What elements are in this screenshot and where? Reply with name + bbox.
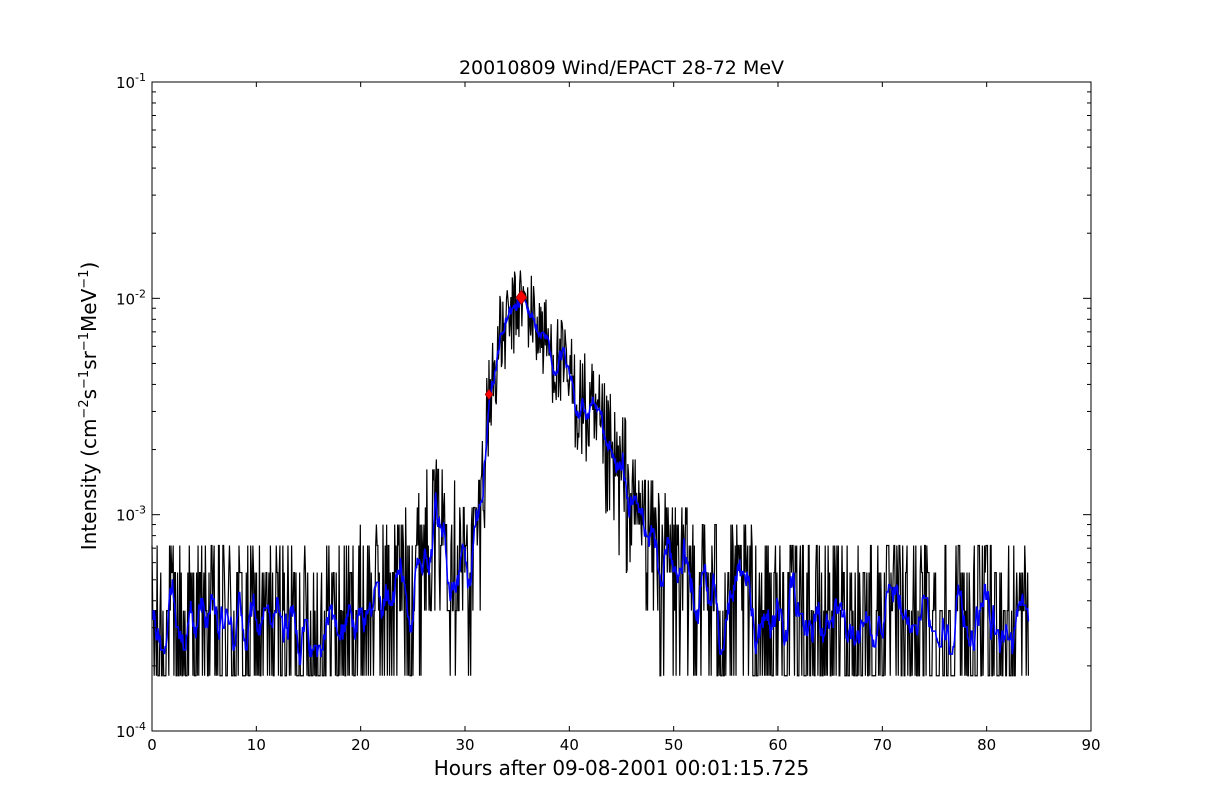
y-tick-label: 10-4 — [116, 720, 146, 741]
plot-data-layer — [151, 270, 1030, 677]
y-axis-label-unit: sr — [77, 350, 101, 369]
y-axis-label-exp: −1 — [77, 270, 92, 289]
axis-ticks: 0 10 20 30 40 50 60 70 80 90 10-4 10-3 10-2 10-1 — [116, 71, 1101, 754]
x-tick-label: 0 — [147, 736, 157, 754]
plot-frame — [151, 81, 1092, 732]
peak-marker — [515, 289, 528, 306]
y-axis-label-base: Intensity (cm — [77, 419, 101, 551]
x-tick-label: 10 — [247, 736, 266, 754]
x-tick-label: 30 — [455, 736, 474, 754]
chart-title: 20010809 Wind/EPACT 28-72 MeV — [459, 57, 784, 79]
y-axis-label-unit: ) — [77, 262, 101, 270]
x-tick-label: 50 — [664, 736, 683, 754]
series-raw-line — [151, 270, 1029, 677]
x-tick-label: 90 — [1081, 736, 1100, 754]
y-axis-label-exp: −1 — [77, 332, 92, 351]
y-tick-label: 10-1 — [116, 71, 146, 92]
peak-marker — [484, 388, 494, 400]
x-tick-label: 60 — [768, 736, 787, 754]
y-axis-label-unit: MeV — [77, 288, 101, 332]
x-tick-label: 80 — [977, 736, 996, 754]
y-tick-label: 10-3 — [116, 504, 146, 525]
y-axis-label-exp: −2 — [77, 399, 92, 418]
x-tick-label: 70 — [873, 736, 892, 754]
x-axis-label: Hours after 09-08-2001 00:01:15.725 — [434, 756, 810, 780]
x-tick-label: 40 — [560, 736, 579, 754]
x-tick-label: 20 — [351, 736, 370, 754]
y-axis-label-unit: s — [77, 389, 101, 399]
y-axis-label: Intensity (cm−2s−1sr−1MeV−1) — [77, 262, 101, 551]
y-axis-label-exp: −1 — [77, 370, 92, 389]
y-tick-label: 10-2 — [116, 287, 146, 308]
series-smoothed-line — [151, 292, 1030, 666]
